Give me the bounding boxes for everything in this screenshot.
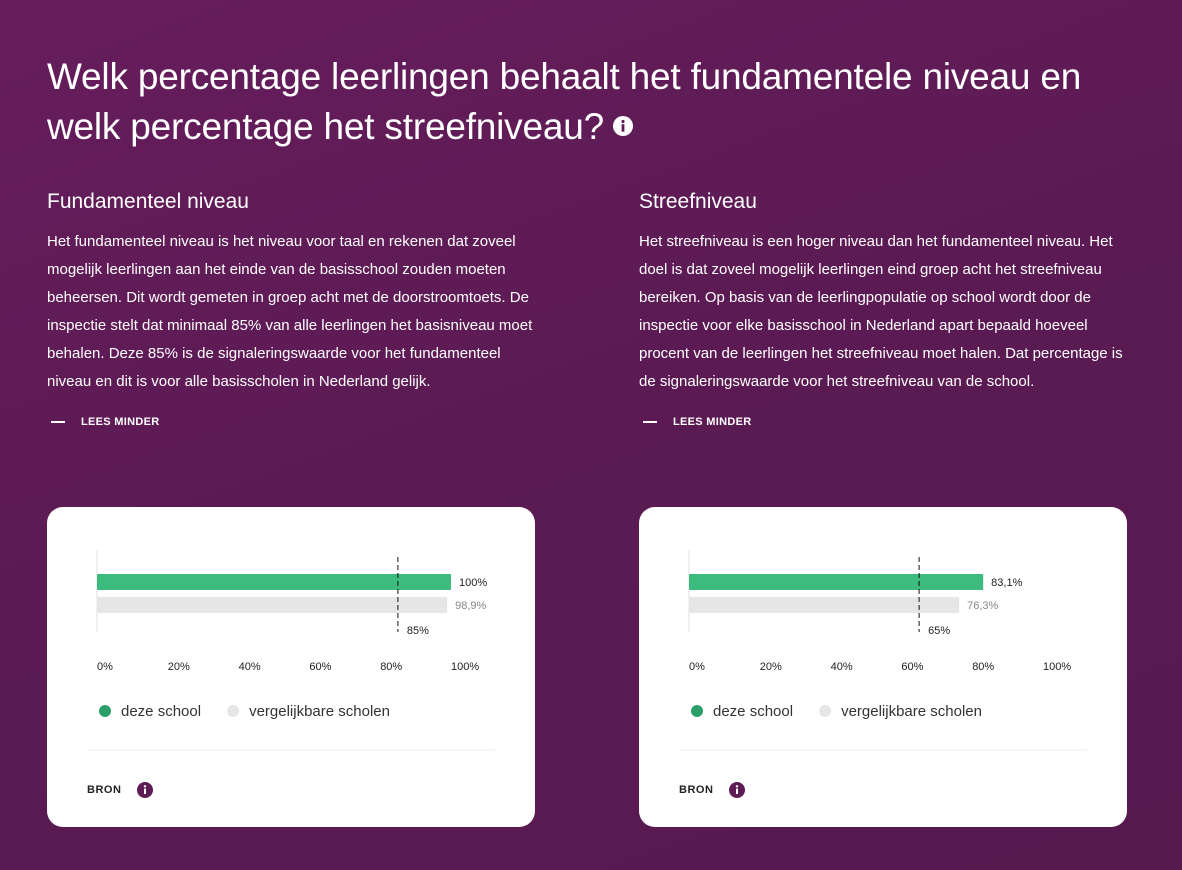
x-tick-label: 60% (309, 661, 331, 673)
x-tick-label: 40% (239, 661, 261, 673)
x-tick-label: 20% (760, 661, 782, 673)
x-tick-label: 80% (972, 661, 994, 673)
x-tick-label: 20% (168, 661, 190, 673)
legend-label: deze school (713, 703, 793, 720)
title-text: Welk percentage leerlingen behaalt het f… (47, 56, 1082, 147)
page-title: Welk percentage leerlingen behaalt het f… (47, 52, 1097, 152)
toggle[interactable]: LEES MINDER (47, 416, 539, 428)
info-icon-stem (144, 788, 146, 794)
bar (97, 574, 451, 590)
value-label: 83,1% (991, 577, 1022, 589)
section-heading: Fundamenteel niveau (47, 190, 249, 213)
x-tick-label: 100% (1043, 661, 1071, 673)
info-icon-stem (736, 788, 738, 794)
bar (689, 597, 960, 613)
value-label: 76,3% (967, 600, 998, 612)
toggle-text[interactable]: LEES MINDER (673, 416, 752, 428)
source-label: BRON (679, 784, 713, 796)
toggle[interactable]: LEES MINDER (639, 416, 1131, 428)
section-body: Het streefniveau is een hoger niveau dan… (639, 233, 1123, 390)
source-label: BRON (87, 784, 121, 796)
section-heading: Streefniveau (639, 190, 757, 213)
legend-marker (691, 705, 703, 717)
legend-marker (99, 705, 111, 717)
info-icon-dot (143, 785, 147, 788)
bar (689, 574, 984, 590)
value-label: 100% (459, 577, 487, 589)
value-label: 98,9% (455, 600, 486, 612)
legend-label: vergelijkbare scholen (249, 703, 390, 720)
legend-marker (227, 705, 240, 717)
x-tick-label: 0% (97, 661, 113, 673)
x-tick-label: 60% (901, 661, 923, 673)
minus-icon (643, 421, 657, 423)
reference-label: 65% (928, 625, 950, 637)
chart: 83,1% 76,3% 65% 0% 20% 40% 60% 80% 100% deze scho… (679, 550, 1087, 798)
info-icon-dot (735, 785, 739, 788)
chart-card: 100% 98,9% 85% 0% 20% 40% 60% 80% 100% deze schoo… (47, 507, 535, 827)
chart-card: 83,1% 76,3% 65% 0% 20% 40% 60% 80% 100% deze scho… (639, 507, 1127, 827)
x-tick-label: 80% (380, 661, 402, 673)
x-tick-label: 0% (689, 661, 705, 673)
x-tick-label: 40% (831, 661, 853, 673)
minus-icon (51, 421, 65, 423)
section: Fundamenteel niveau Het fundamenteel niv… (47, 186, 539, 428)
legend-marker (819, 705, 832, 717)
bar (97, 597, 448, 613)
legend-label: deze school (121, 703, 201, 720)
reference-label: 85% (407, 625, 429, 637)
section: Streefniveau Het streefniveau is een hog… (639, 186, 1131, 428)
info-icon[interactable] (612, 115, 634, 137)
legend-label: vergelijkbare scholen (841, 703, 982, 720)
toggle-text[interactable]: LEES MINDER (81, 416, 160, 428)
chart: 100% 98,9% 85% 0% 20% 40% 60% 80% 100% deze schoo… (87, 550, 495, 798)
x-tick-label: 100% (451, 661, 479, 673)
section-body: Het fundamenteel niveau is het niveau vo… (47, 233, 533, 390)
